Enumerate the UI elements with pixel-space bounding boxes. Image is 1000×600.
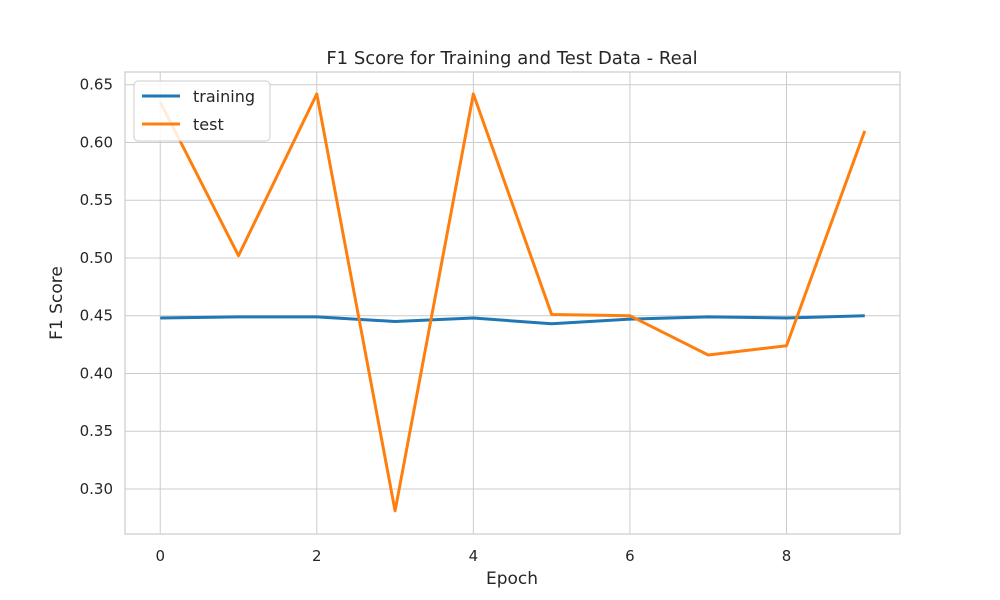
data-point-training [550,322,553,325]
y-tick-label: 0.30 [80,480,113,498]
data-point-test [237,254,240,257]
x-axis-label: Epoch [486,569,538,589]
y-axis-label: F1 Score [47,266,67,340]
data-point-training [315,315,318,318]
x-tick-labels: 0 2 4 6 8 [155,547,791,565]
data-point-training [785,317,788,320]
x-tick-label: 8 [782,547,792,565]
series-line-training [160,314,865,326]
x-tick-label: 6 [625,547,635,565]
data-point-test [863,129,866,132]
y-tick-label: 0.65 [80,76,113,94]
plot-frame [124,71,901,535]
data-point-training [394,320,397,323]
data-point-test [785,344,788,347]
legend: training test [133,80,271,142]
data-point-training [237,315,240,318]
data-point-test [628,314,631,317]
data-point-training [863,314,866,317]
series-line-test [158,92,867,513]
data-point-test [315,92,318,95]
data-point-training [707,315,710,318]
x-tick-label: 0 [155,547,165,565]
data-point-test [472,92,475,95]
y-tick-label: 0.60 [80,133,113,151]
y-tick-label: 0.50 [80,249,113,267]
y-tick-label: 0.35 [80,422,113,440]
y-tick-label: 0.45 [80,307,113,325]
legend-label-training: training [193,87,255,106]
data-point-training [628,318,631,321]
data-point-training [159,317,162,320]
y-tick-label: 0.55 [80,191,113,209]
data-point-test [707,353,710,356]
series-lines [158,92,867,513]
y-tick-label: 0.40 [80,364,113,382]
data-point-training [472,317,475,320]
chart-title: F1 Score for Training and Test Data - Re… [326,48,697,69]
x-tick-label: 4 [469,547,479,565]
data-point-test [394,509,397,512]
legend-label-test: test [193,115,224,134]
x-tick-label: 2 [312,547,322,565]
y-tick-labels: 0.30 0.35 0.40 0.45 0.50 0.55 0.60 0.65 [80,76,113,498]
data-point-test [550,313,553,316]
